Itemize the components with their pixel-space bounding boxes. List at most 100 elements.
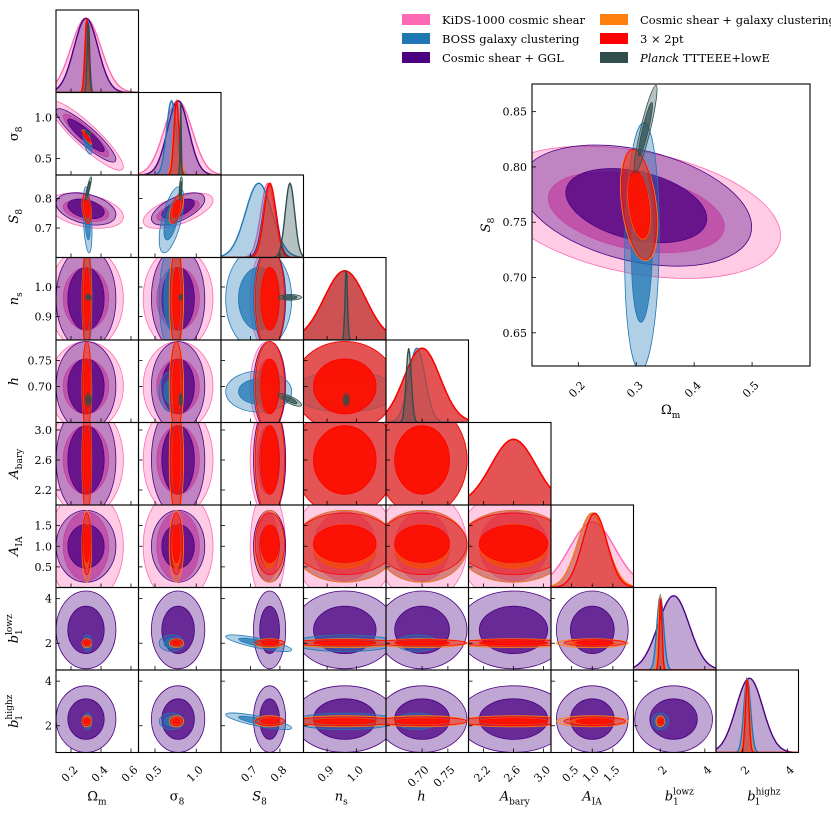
panel-h-vs-S8 (225, 341, 303, 423)
x-tick-label: 0.8 (268, 763, 290, 785)
panel-s8-vs-Om (56, 100, 124, 171)
marginal-fill (221, 183, 304, 258)
panel-Abary-vs-h (386, 422, 468, 505)
legend-swatch (402, 14, 430, 25)
inset-y-tick-label: 0.75 (503, 216, 528, 229)
panel-h-vs-h (386, 347, 469, 423)
contour-68 (260, 267, 280, 331)
inset-y-tick-label: 0.85 (503, 106, 528, 119)
panel-S8-vs-Om (56, 176, 124, 254)
x-tick-label: 4 (783, 763, 797, 777)
contour-68 (282, 395, 298, 405)
contour-68 (260, 358, 280, 415)
contour-68 (83, 132, 90, 142)
axis-label: blowz1 (5, 614, 25, 643)
panel-s8-vs-s8 (138, 98, 221, 175)
legend-label: 3 × 2pt (640, 32, 684, 46)
panel-b1highz-vs-Om (56, 685, 117, 753)
marginal-line (386, 347, 469, 421)
contour-68 (394, 718, 450, 725)
panel-AIA-vs-ns (303, 505, 386, 588)
y-tick-label: 4 (45, 675, 52, 688)
x-tick-label: 0.70 (405, 763, 432, 790)
contour-68 (86, 180, 91, 197)
marginal-fill (386, 348, 469, 423)
marginal-fill (551, 513, 634, 588)
x-tick-label: 0.7 (238, 763, 260, 785)
panel-b1highz-vs-ns (303, 685, 386, 753)
y-tick-label: 2 (45, 720, 52, 733)
y-tick-label: 1.5 (35, 520, 53, 533)
contour-68 (658, 718, 664, 725)
marginal-fill (56, 18, 139, 93)
panel-AIA-vs-S8 (249, 505, 287, 588)
panel-b1lowz-vs-S8 (225, 590, 293, 670)
x-tick-label: 4 (700, 763, 714, 777)
legend-swatch (600, 14, 628, 25)
marginal-fill (221, 183, 304, 258)
x-tick-label: 0.6 (119, 763, 141, 785)
panel-b1highz-vs-b1highz (716, 676, 799, 753)
contour-68 (172, 358, 181, 415)
panel-b1lowz-vs-ns (303, 590, 386, 670)
contour-68 (313, 718, 377, 725)
axis-label: Ωm (87, 790, 107, 808)
panel-b1highz-vs-s8 (150, 685, 206, 753)
contour-68 (179, 395, 182, 405)
marginal-line (716, 677, 799, 753)
contour-68 (83, 718, 90, 725)
x-tick-label: 2.2 (471, 763, 493, 785)
y-tick-label: 4 (45, 593, 52, 606)
inset-x-tick-label: 0.3 (624, 379, 646, 401)
inset-contour-68 (628, 170, 651, 239)
legend-label: Planck TTTEEE+lowE (639, 51, 770, 65)
y-tick-label: 1.0 (35, 540, 53, 553)
panel-ns-vs-Om (56, 257, 124, 340)
axis-label: ns (335, 790, 348, 808)
panel-Abary-vs-Abary (468, 438, 551, 505)
contour-68 (83, 425, 90, 495)
panel-b1highz-vs-AIA (555, 685, 629, 753)
marginal-line (138, 102, 221, 175)
inset-contour-68 (638, 102, 653, 157)
panel-AIA-vs-Abary (468, 505, 551, 588)
contour-68 (575, 640, 614, 646)
panel-Abary-vs-Om (56, 422, 124, 505)
axis-label: S8 (252, 790, 267, 808)
marginal-line (468, 438, 551, 497)
contour-68 (478, 524, 549, 563)
panel-b1lowz-vs-Om (56, 590, 117, 670)
panel-b1lowz-vs-s8 (150, 590, 206, 670)
panel-AIA-vs-AIA (551, 512, 634, 588)
contour-68 (83, 199, 90, 218)
inset-panel (532, 84, 781, 366)
marginal-line (551, 521, 634, 576)
legend-swatch (600, 33, 628, 44)
marginal-fill (386, 348, 469, 423)
inset-x-tick-label: 0.4 (682, 379, 704, 401)
axis-label: bhighz1 (5, 694, 25, 728)
contour-68 (313, 358, 377, 415)
panel-AIA-vs-Om (56, 505, 124, 588)
inset-y-tick-label: 0.80 (503, 161, 528, 174)
axis-label: Abary (7, 448, 25, 480)
axis-label: h (417, 790, 425, 805)
panel-b1highz-vs-b1lowz (634, 685, 713, 753)
contour-68 (86, 395, 91, 405)
marginal-fill (386, 348, 469, 423)
panel-Abary-vs-s8 (142, 422, 214, 505)
panel-AIA-vs-s8 (142, 505, 214, 588)
marginal-line (716, 676, 799, 753)
y-tick-label: 0.8 (35, 193, 53, 206)
marginal-fill (551, 513, 634, 588)
panel-ns-vs-ns (303, 270, 386, 340)
x-tick-label: 1.0 (184, 763, 206, 785)
y-tick-label: 3.0 (35, 424, 53, 437)
x-tick-label: 0.4 (89, 763, 111, 785)
x-tick-label: 2 (738, 763, 752, 777)
legend-swatch (600, 52, 628, 63)
panel-b1lowz-vs-AIA (555, 590, 629, 670)
contour-68 (172, 718, 181, 725)
marginal-line (551, 512, 634, 587)
